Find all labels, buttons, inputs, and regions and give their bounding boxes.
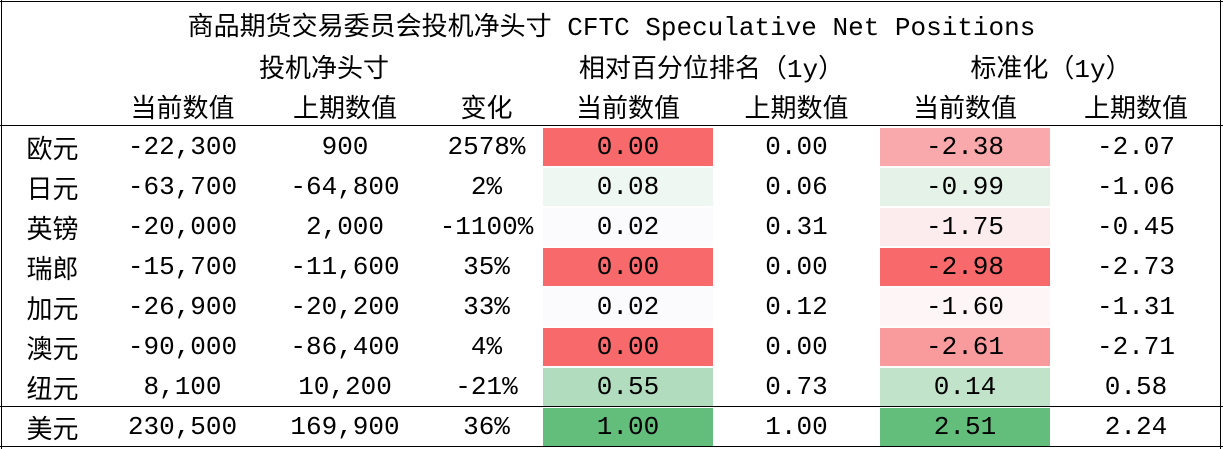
cell: 10,200 (298, 372, 392, 402)
column-header: 上期数值 (1083, 94, 1188, 125)
cell: -26,900 (127, 292, 238, 322)
cell: 0.14 (880, 368, 1050, 406)
cell: 900 (321, 132, 369, 162)
group-header: 标准化（1y） (970, 54, 1132, 85)
cell: 8,100 (143, 372, 222, 402)
cell: -1.75 (880, 208, 1050, 246)
column-header: 当前数值 (912, 94, 1017, 125)
border (1, 0, 2, 449)
cell: -2.71 (1096, 332, 1175, 362)
cell: -20,000 (127, 212, 238, 242)
cell: 0.12 (765, 292, 828, 322)
cell: -1.06 (1096, 172, 1175, 202)
cell: -63,700 (127, 172, 238, 202)
row-label: 美元 (26, 415, 79, 446)
cell: 1.00 (543, 408, 713, 446)
row-label: 纽元 (26, 375, 79, 406)
cell: 0.00 (543, 128, 713, 166)
border (1220, 0, 1221, 449)
cell: 0.00 (543, 248, 713, 286)
cell: -20,200 (290, 292, 400, 322)
cell: 2% (470, 172, 503, 202)
cell: 0.00 (543, 328, 713, 366)
cell: 0.73 (765, 372, 828, 402)
cell: 0.06 (765, 172, 828, 202)
row-label: 欧元 (26, 135, 79, 166)
cell: 230,500 (127, 412, 238, 442)
cell: 0.02 (543, 208, 713, 246)
cell: 36% (463, 412, 510, 442)
divider (0, 125, 1223, 126)
cell: 0.31 (765, 212, 828, 242)
cell: 35% (463, 252, 510, 282)
cell: 2.24 (1104, 412, 1168, 442)
cell: -1100% (439, 212, 534, 242)
cell: 4% (470, 332, 503, 362)
column-header: 上期数值 (292, 94, 397, 125)
cell: 33% (463, 292, 510, 322)
column-header: 当前数值 (130, 94, 235, 125)
cell: -2.38 (880, 128, 1050, 166)
cell: -0.45 (1096, 212, 1175, 242)
cell: 2,000 (305, 212, 384, 242)
cell: 2.51 (880, 408, 1050, 446)
cell: 0.00 (765, 252, 828, 282)
cell: -11,600 (290, 252, 400, 282)
group-header: 相对百分位排名（1y） (578, 54, 845, 85)
row-label: 澳元 (26, 335, 79, 366)
cell: -15,700 (127, 252, 238, 282)
cell: 0.08 (543, 168, 713, 206)
cell: -2.98 (880, 248, 1050, 286)
column-header: 当前数值 (575, 94, 680, 125)
border (0, 1, 1223, 2)
cell: 0.02 (543, 288, 713, 326)
group-header: 投机净头寸 (258, 54, 389, 85)
cell: 0.58 (1104, 372, 1168, 402)
cell: -2.73 (1096, 252, 1175, 282)
border (0, 446, 1223, 447)
column-header: 上期数值 (744, 94, 849, 125)
cell: 0.55 (543, 368, 713, 406)
cell: 169,900 (290, 412, 400, 442)
cell: 0.00 (765, 132, 828, 162)
cell: -22,300 (127, 132, 238, 162)
cell: -21% (455, 372, 518, 402)
cell: -64,800 (290, 172, 400, 202)
cell: -90,000 (127, 332, 238, 362)
column-header: 变化 (460, 94, 513, 125)
row-label: 瑞郎 (26, 255, 79, 286)
cell: -1.60 (880, 288, 1050, 326)
cell: -86,400 (290, 332, 400, 362)
row-label: 加元 (26, 295, 79, 326)
cell: -2.07 (1096, 132, 1175, 162)
cell: 1.00 (765, 412, 828, 442)
cell: 2578% (447, 132, 526, 162)
title: 商品期货交易委员会投机净头寸 CFTC Speculative Net Posi… (187, 12, 1036, 43)
row-label: 日元 (26, 175, 79, 206)
cell: -1.31 (1096, 292, 1175, 322)
cell: 0.00 (765, 332, 828, 362)
cell: -2.61 (880, 328, 1050, 366)
cell: -0.99 (880, 168, 1050, 206)
row-label: 英镑 (26, 215, 79, 246)
divider (0, 406, 1223, 407)
